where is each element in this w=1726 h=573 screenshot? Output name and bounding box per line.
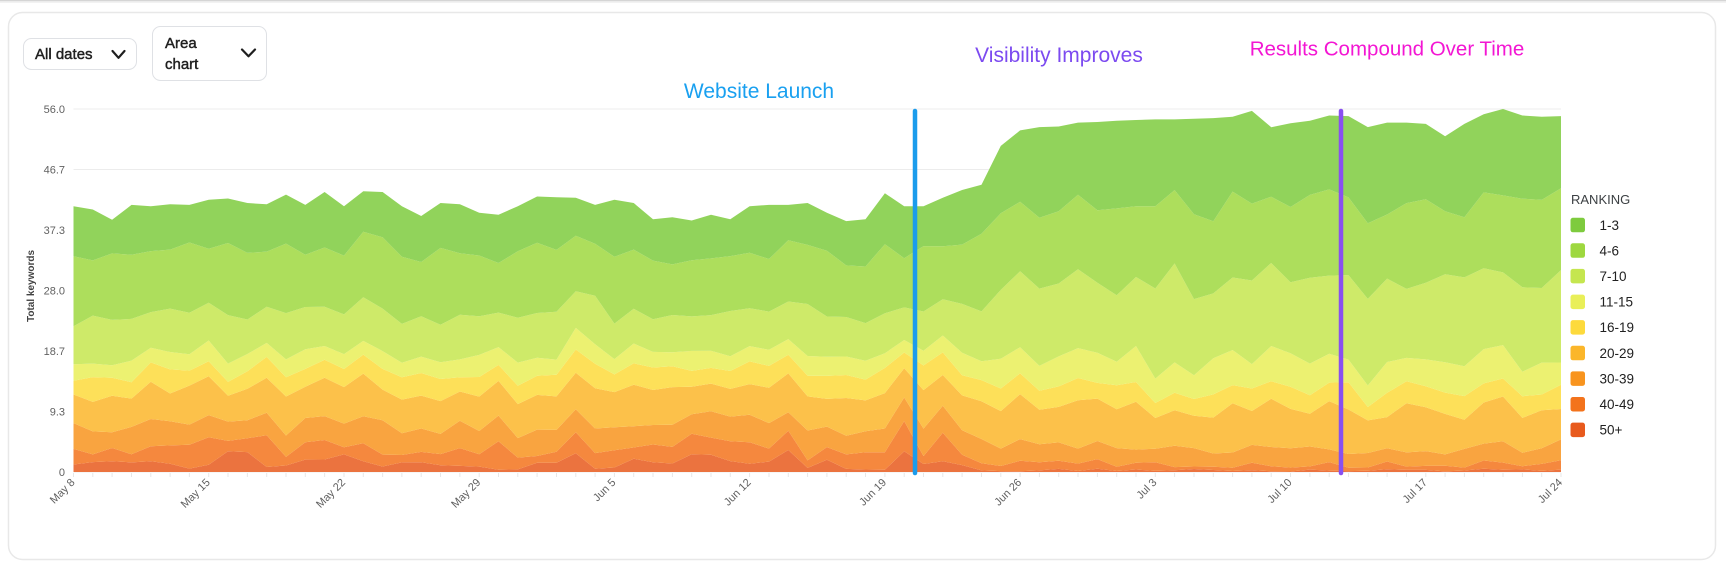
svg-text:0: 0 xyxy=(59,467,65,479)
svg-text:4-6: 4-6 xyxy=(1600,243,1620,258)
svg-text:46.7: 46.7 xyxy=(44,164,65,176)
svg-text:chart: chart xyxy=(165,56,199,73)
svg-text:50+: 50+ xyxy=(1600,423,1623,438)
svg-text:28.0: 28.0 xyxy=(44,285,65,297)
svg-text:RANKING: RANKING xyxy=(1571,192,1630,207)
svg-text:Results Compound Over Time: Results Compound Over Time xyxy=(1250,38,1525,61)
svg-text:37.3: 37.3 xyxy=(44,225,65,237)
svg-text:Area: Area xyxy=(165,35,197,52)
svg-text:Website Launch: Website Launch xyxy=(684,80,834,103)
svg-text:All dates: All dates xyxy=(35,46,93,63)
svg-text:40-49: 40-49 xyxy=(1600,397,1635,412)
svg-text:7-10: 7-10 xyxy=(1600,269,1627,284)
svg-text:56.0: 56.0 xyxy=(44,104,65,116)
svg-text:Visibility Improves: Visibility Improves xyxy=(975,44,1143,67)
svg-text:20-29: 20-29 xyxy=(1600,346,1635,361)
svg-text:1-3: 1-3 xyxy=(1600,218,1620,233)
svg-text:16-19: 16-19 xyxy=(1600,320,1635,335)
svg-text:11-15: 11-15 xyxy=(1600,295,1634,310)
svg-text:30-39: 30-39 xyxy=(1600,371,1635,386)
svg-text:18.7: 18.7 xyxy=(44,346,65,358)
svg-text:Total keywords: Total keywords xyxy=(26,250,37,322)
svg-text:9.3: 9.3 xyxy=(50,406,65,418)
